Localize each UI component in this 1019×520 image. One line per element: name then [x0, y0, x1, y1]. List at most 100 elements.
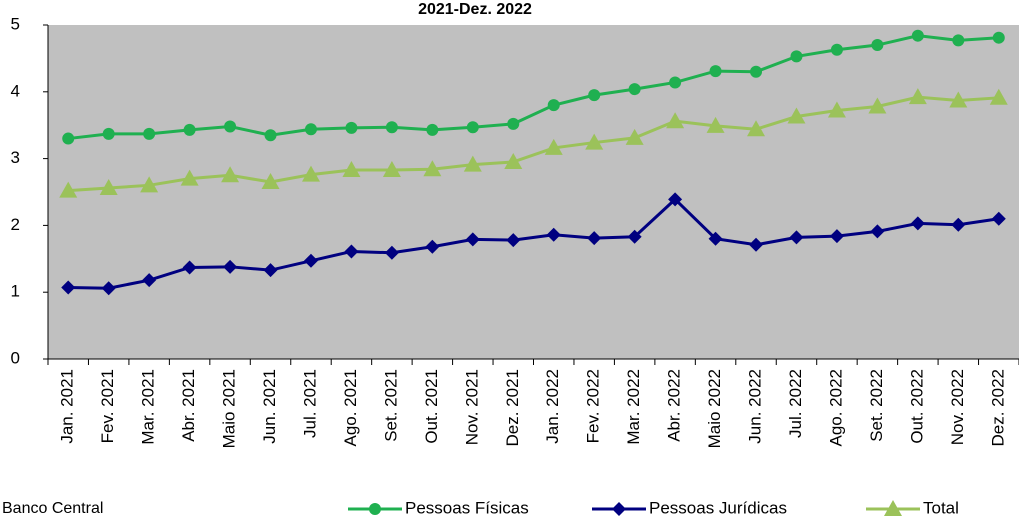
data-point — [101, 281, 116, 296]
series-line — [68, 95, 999, 193]
y-tick-label: 2 — [11, 215, 20, 234]
data-point — [628, 83, 641, 96]
x-tick-label: Dez. 2022 — [988, 369, 1007, 447]
x-tick-label: Ago. 2021 — [341, 369, 360, 447]
source: Banco Central — [2, 500, 103, 517]
data-point — [790, 50, 803, 63]
data-point — [224, 120, 237, 133]
legend-label: Total — [923, 498, 959, 517]
data-point — [868, 97, 887, 114]
x-tick-label: Mar. 2021 — [139, 369, 158, 445]
data-point — [423, 160, 442, 177]
plot-area — [48, 25, 1019, 359]
data-point — [708, 231, 723, 246]
data-point — [384, 245, 399, 260]
data-point — [466, 121, 479, 134]
data-point — [951, 217, 966, 232]
data-point — [991, 211, 1006, 226]
series-line — [68, 34, 999, 141]
data-point — [221, 166, 240, 183]
x-tick-label: Dez. 2021 — [503, 369, 522, 447]
y-tick-label: 0 — [11, 348, 20, 367]
data-point — [747, 120, 766, 137]
data-point — [544, 138, 563, 155]
data-point — [989, 88, 1008, 105]
data-point — [59, 181, 78, 198]
x-tick-label: Maio 2021 — [220, 369, 239, 448]
data-point — [385, 121, 398, 134]
data-point — [61, 280, 76, 295]
data-point — [706, 116, 725, 133]
legend-marker — [612, 502, 626, 516]
data-point — [587, 231, 602, 246]
data-point — [463, 155, 482, 172]
data-point — [507, 117, 520, 130]
chart-title: 2021-Dez. 2022 — [418, 1, 532, 18]
data-point — [102, 127, 115, 140]
data-point — [344, 244, 359, 259]
y-tick-label: 4 — [11, 81, 20, 100]
data-point — [140, 176, 159, 193]
data-point — [183, 123, 196, 136]
data-point — [142, 273, 157, 288]
data-point — [143, 127, 156, 140]
x-tick-label: Maio 2022 — [705, 369, 724, 448]
data-point — [871, 39, 884, 52]
data-point — [304, 123, 317, 136]
data-point — [787, 107, 806, 124]
x-tick-label: Fev. 2022 — [584, 369, 603, 443]
data-point — [908, 88, 927, 105]
legend-marker — [369, 503, 381, 515]
y-tick-label: 1 — [11, 282, 20, 301]
data-point — [709, 65, 722, 78]
legend-label: Pessoas Jurídicas — [649, 498, 787, 517]
x-tick-label: Fev. 2021 — [98, 369, 117, 443]
data-point — [547, 99, 560, 112]
data-point — [627, 229, 642, 244]
data-point — [911, 29, 924, 42]
data-point — [625, 128, 644, 145]
data-point — [465, 232, 480, 247]
x-tick-label: Set. 2022 — [867, 369, 886, 442]
x-tick-label: Jul. 2022 — [786, 369, 805, 438]
x-tick-label: Jul. 2021 — [300, 369, 319, 438]
data-point — [504, 152, 523, 169]
data-point — [345, 121, 358, 134]
data-point — [263, 263, 278, 278]
x-tick-label: Nov. 2022 — [948, 369, 967, 445]
x-tick-label: Ago. 2022 — [826, 369, 845, 447]
data-point — [669, 76, 682, 89]
x-tick-label: Out. 2021 — [422, 369, 441, 444]
x-tick-label: Jun. 2022 — [746, 369, 765, 444]
x-tick-label: Mar. 2022 — [624, 369, 643, 445]
data-point — [546, 227, 561, 242]
data-point — [829, 229, 844, 244]
data-point — [585, 133, 604, 150]
data-point — [949, 91, 968, 108]
data-point — [264, 129, 277, 142]
data-point — [750, 65, 763, 78]
data-point — [62, 132, 75, 145]
x-tick-label: Jan. 2022 — [543, 369, 562, 444]
x-tick-label: Nov. 2021 — [462, 369, 481, 445]
data-point — [870, 224, 885, 239]
data-point — [261, 172, 280, 189]
data-point — [382, 160, 401, 177]
data-point — [830, 43, 843, 56]
data-point — [588, 89, 601, 102]
y-tick-label: 5 — [11, 14, 20, 33]
x-tick-label: Abr. 2022 — [665, 369, 684, 442]
data-point — [182, 260, 197, 275]
x-tick-label: Jun. 2021 — [260, 369, 279, 444]
data-point — [992, 31, 1005, 44]
x-tick-label: Set. 2021 — [381, 369, 400, 442]
data-point — [789, 230, 804, 245]
data-point — [223, 259, 238, 274]
x-tick-label: Jan. 2021 — [58, 369, 77, 444]
data-point — [952, 34, 965, 47]
data-point — [180, 169, 199, 186]
legend-marker — [884, 500, 902, 516]
data-point — [303, 253, 318, 268]
